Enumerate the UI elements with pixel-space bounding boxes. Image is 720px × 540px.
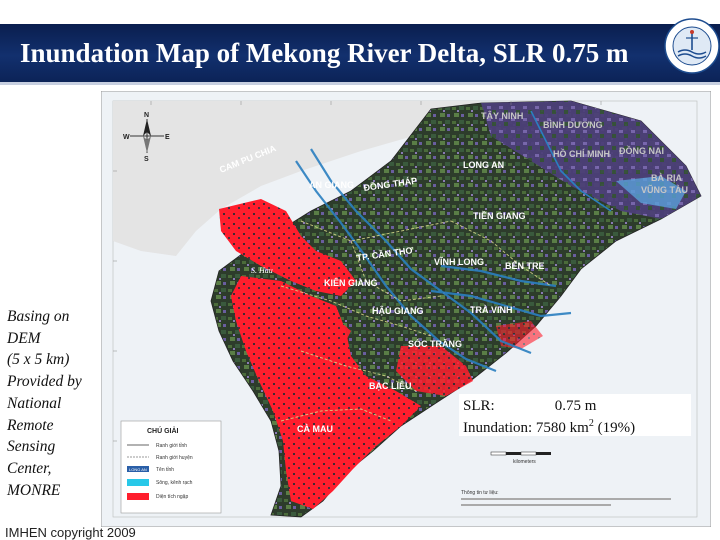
inundation-map: N S E W CAM PU CHIA S. Hau AN GIANG ĐỒNG… bbox=[101, 91, 711, 527]
institute-logo bbox=[664, 18, 720, 74]
province-label: HẬU GIANG bbox=[372, 305, 424, 316]
source-line: Center, bbox=[7, 459, 52, 477]
inundation-summary: SLR: 0.75 m Inundation: 7580 km2 (19%) bbox=[459, 394, 691, 436]
province-label: ĐỒNG NAI bbox=[619, 145, 664, 156]
compass-s: S bbox=[144, 156, 149, 163]
info-title: Thông tin tư liệu: bbox=[461, 490, 499, 496]
compass-n: N bbox=[144, 112, 149, 119]
legend-item: Tên tỉnh bbox=[156, 466, 174, 473]
inundation-unit-sup: 2 bbox=[588, 418, 594, 429]
scale-bar: kilometers bbox=[490, 451, 551, 465]
source-line: Provided by bbox=[7, 373, 82, 391]
legend-item: Ranh giới tỉnh bbox=[156, 442, 187, 449]
source-line: MONRE bbox=[7, 481, 61, 499]
compass-e: E bbox=[165, 134, 170, 141]
legend-item: Ranh giới huyện bbox=[156, 455, 193, 461]
province-label: BÌNH DƯƠNG bbox=[543, 120, 603, 130]
source-line: Sensing bbox=[7, 438, 56, 456]
page-title: Inundation Map of Mekong River Delta, SL… bbox=[20, 38, 629, 68]
inundation-value: 7580 km bbox=[535, 420, 589, 436]
province-label: KIÊN GIANG bbox=[324, 277, 378, 288]
slr-row: SLR: 0.75 m bbox=[463, 397, 687, 415]
province-label: VŨNG TÀU bbox=[641, 185, 688, 195]
compass-w: W bbox=[123, 134, 130, 141]
source-line: DEM bbox=[7, 329, 41, 347]
province-label: BẾN TRE bbox=[505, 261, 545, 271]
title-rule bbox=[0, 82, 720, 85]
copyright-text: IMHEN copyright 2009 bbox=[5, 525, 136, 540]
source-line: Basing on bbox=[7, 308, 70, 325]
slr-label: SLR: bbox=[463, 398, 495, 414]
province-label: TÂY NINH bbox=[481, 110, 523, 121]
inundation-row: Inundation: 7580 km2 (19%) bbox=[463, 415, 687, 437]
province-label: SÓC TRĂNG bbox=[408, 338, 462, 349]
source-note: Basing on DEM (5 x 5 km) Provided by Nat… bbox=[7, 306, 103, 501]
slr-value: 0.75 m bbox=[554, 398, 597, 414]
province-label: VĨNH LONG bbox=[434, 257, 484, 267]
province-label: CÀ MAU bbox=[297, 424, 333, 434]
legend-sample-label: LONG AN bbox=[129, 467, 147, 472]
province-label: AN GIANG bbox=[309, 180, 354, 190]
province-label: BÀ RỊA bbox=[651, 173, 682, 183]
province-label: TRÀ VINH bbox=[470, 305, 513, 315]
province-label: BẠC LIÊU bbox=[369, 380, 412, 391]
province-label: TIỀN GIANG bbox=[473, 211, 526, 221]
source-line: National bbox=[7, 394, 62, 412]
data-info: Thông tin tư liệu: bbox=[461, 490, 671, 506]
province-label: LONG AN bbox=[463, 160, 504, 170]
inundation-pct: (19%) bbox=[597, 420, 636, 436]
inundation-area bbox=[219, 199, 356, 296]
title-bar bbox=[0, 24, 720, 82]
scale-label: kilometers bbox=[513, 459, 536, 465]
source-line: (5 x 5 km) bbox=[7, 351, 70, 369]
legend-item: Diện tích ngập bbox=[156, 494, 188, 500]
map-legend: CHÚ GIẢI Ranh giới tỉnh Ranh giới huyện … bbox=[120, 420, 222, 514]
legend-title: CHÚ GIẢI bbox=[147, 426, 179, 435]
inundation-label: Inundation: bbox=[463, 420, 533, 436]
compass-rose: N S E W bbox=[123, 112, 170, 163]
source-line: Remote bbox=[7, 416, 54, 434]
river-label: S. Hau bbox=[251, 266, 273, 275]
province-label: HỒ CHÍ MINH bbox=[553, 148, 610, 159]
legend-item: Sông, kênh rạch bbox=[156, 480, 193, 486]
